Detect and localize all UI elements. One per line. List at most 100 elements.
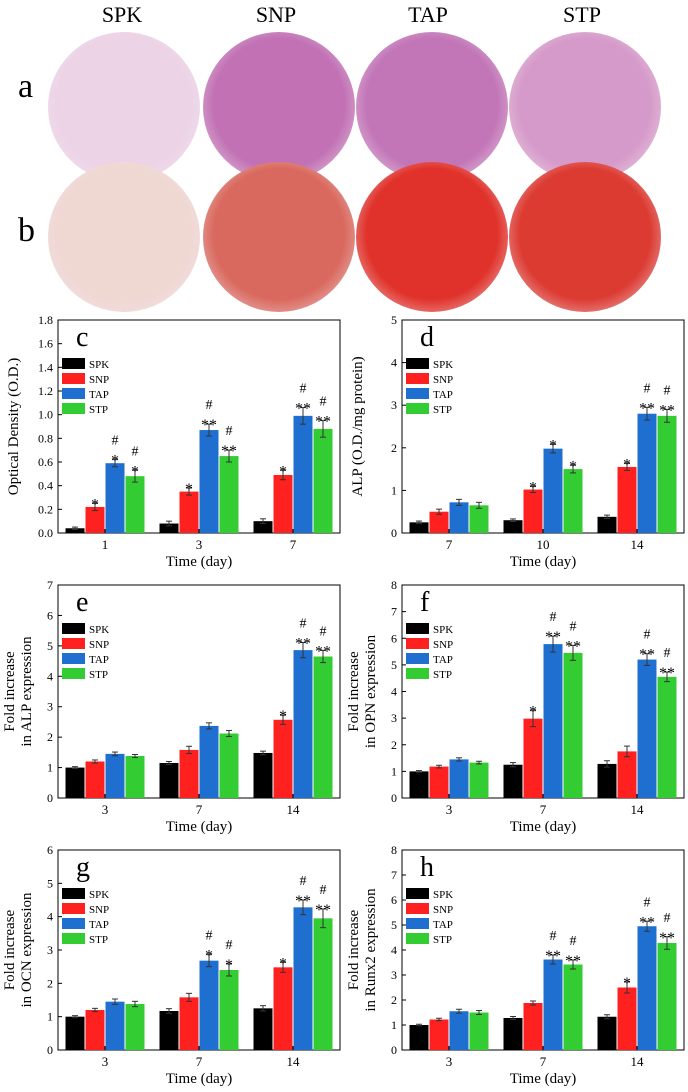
bar-stp	[219, 733, 239, 798]
significance-mark: **	[545, 629, 561, 646]
y-axis-label: in OCN expression	[19, 892, 35, 1007]
significance-mark: *	[569, 458, 577, 475]
bar-snp	[179, 749, 199, 798]
y-tick-label: 0	[391, 791, 397, 805]
bar-snp	[179, 491, 199, 533]
legend-swatch-stp	[62, 668, 85, 679]
significance-mark: #	[550, 610, 557, 625]
y-tick-label: 3	[391, 398, 397, 412]
x-axis-label: Time (day)	[510, 819, 577, 835]
dish-b-stp	[509, 162, 661, 312]
legend-label-tap: TAP	[433, 389, 453, 401]
x-tick-label: 3	[446, 802, 453, 817]
dish-a-spk	[48, 32, 200, 182]
x-axis-label: Time (day)	[166, 1071, 233, 1087]
y-tick-label: 1.4	[38, 360, 53, 374]
x-tick-label: 1	[102, 537, 109, 552]
legend-label-stp: STP	[433, 934, 452, 946]
bar-tap	[105, 1001, 125, 1050]
y-tick-label: 4	[47, 669, 53, 683]
legend-label-snp: SNP	[89, 904, 109, 916]
bar-snp	[617, 751, 637, 798]
y-tick-label: 1.8	[38, 313, 53, 327]
legend-swatch-spk	[62, 623, 85, 634]
y-tick-label: 5	[391, 313, 397, 327]
bar-spk	[597, 1016, 617, 1050]
significance-mark: **	[295, 401, 311, 418]
legend-swatch-tap	[406, 388, 429, 399]
significance-mark: #	[570, 934, 577, 949]
bar-spk	[597, 763, 617, 798]
x-tick-label: 14	[287, 802, 301, 817]
bar-stp	[219, 970, 239, 1050]
x-tick-label: 14	[631, 802, 645, 817]
bar-tap	[637, 659, 657, 798]
legend-label-tap: TAP	[89, 919, 109, 931]
legend-label-snp: SNP	[89, 374, 109, 386]
bar-spk	[597, 516, 617, 533]
bar-snp	[523, 718, 543, 798]
significance-mark: #	[320, 624, 327, 639]
legend-swatch-spk	[62, 358, 85, 369]
y-tick-label: 7	[47, 578, 53, 592]
legend-swatch-stp	[406, 933, 429, 944]
bar-tap	[543, 959, 563, 1050]
significance-mark: *	[131, 463, 139, 480]
x-tick-label: 14	[631, 537, 645, 552]
bar-snp	[85, 761, 105, 798]
bar-spk	[409, 1025, 429, 1050]
bar-tap	[637, 413, 657, 533]
bar-spk	[65, 1016, 85, 1050]
legend-label-tap: TAP	[433, 919, 453, 931]
significance-mark: **	[221, 443, 237, 460]
legend-label-spk: SPK	[433, 889, 453, 901]
legend-label-snp: SNP	[433, 904, 453, 916]
legend-swatch-tap	[62, 918, 85, 929]
bar-snp	[85, 1010, 105, 1050]
y-tick-label: 1	[391, 764, 397, 778]
panel-letter: e	[76, 587, 88, 618]
significance-mark: #	[132, 444, 139, 459]
legend-swatch-stp	[62, 403, 85, 414]
bar-snp	[273, 719, 293, 798]
column-label-snp: SNP	[255, 2, 297, 27]
y-tick-label: 5	[47, 639, 53, 653]
bar-spk	[253, 752, 273, 798]
bar-tap	[543, 448, 563, 533]
row-label-b: b	[18, 212, 35, 249]
y-tick-label: 0.0	[38, 526, 53, 540]
bar-spk	[503, 520, 523, 533]
bar-stp	[313, 918, 333, 1050]
dish-a-stp	[509, 32, 661, 182]
column-label-stp: STP	[563, 2, 601, 27]
x-tick-label: 14	[631, 1054, 645, 1069]
y-tick-label: 5	[47, 876, 53, 890]
y-tick-label: 5	[391, 918, 397, 932]
x-axis-label: Time (day)	[166, 819, 233, 835]
y-tick-label: 6	[391, 893, 397, 907]
bar-snp	[523, 1003, 543, 1050]
significance-mark: **	[295, 893, 311, 910]
significance-mark: #	[226, 938, 233, 953]
dish-a-tap	[356, 32, 508, 182]
y-tick-label: 0	[47, 791, 53, 805]
dish-b-tap	[356, 162, 508, 312]
significance-mark: *	[529, 480, 537, 497]
dish-b-snp	[203, 162, 355, 312]
legend-label-spk: SPK	[433, 359, 453, 371]
y-axis-label: Optical Density (O.D.)	[6, 358, 22, 495]
bar-tap	[637, 926, 657, 1050]
y-tick-label: 4	[47, 910, 53, 924]
y-tick-label: 1.6	[38, 337, 53, 351]
y-axis-label: in Runx2 expression	[363, 888, 379, 1012]
significance-mark: *	[623, 975, 631, 992]
legend-swatch-snp	[62, 903, 85, 914]
x-tick-label: 3	[102, 1054, 109, 1069]
y-tick-label: 2	[47, 730, 53, 744]
legend-swatch-stp	[406, 403, 429, 414]
column-label-tap: TAP	[408, 2, 448, 27]
significance-mark: #	[206, 398, 213, 413]
y-tick-label: 7	[391, 868, 397, 882]
